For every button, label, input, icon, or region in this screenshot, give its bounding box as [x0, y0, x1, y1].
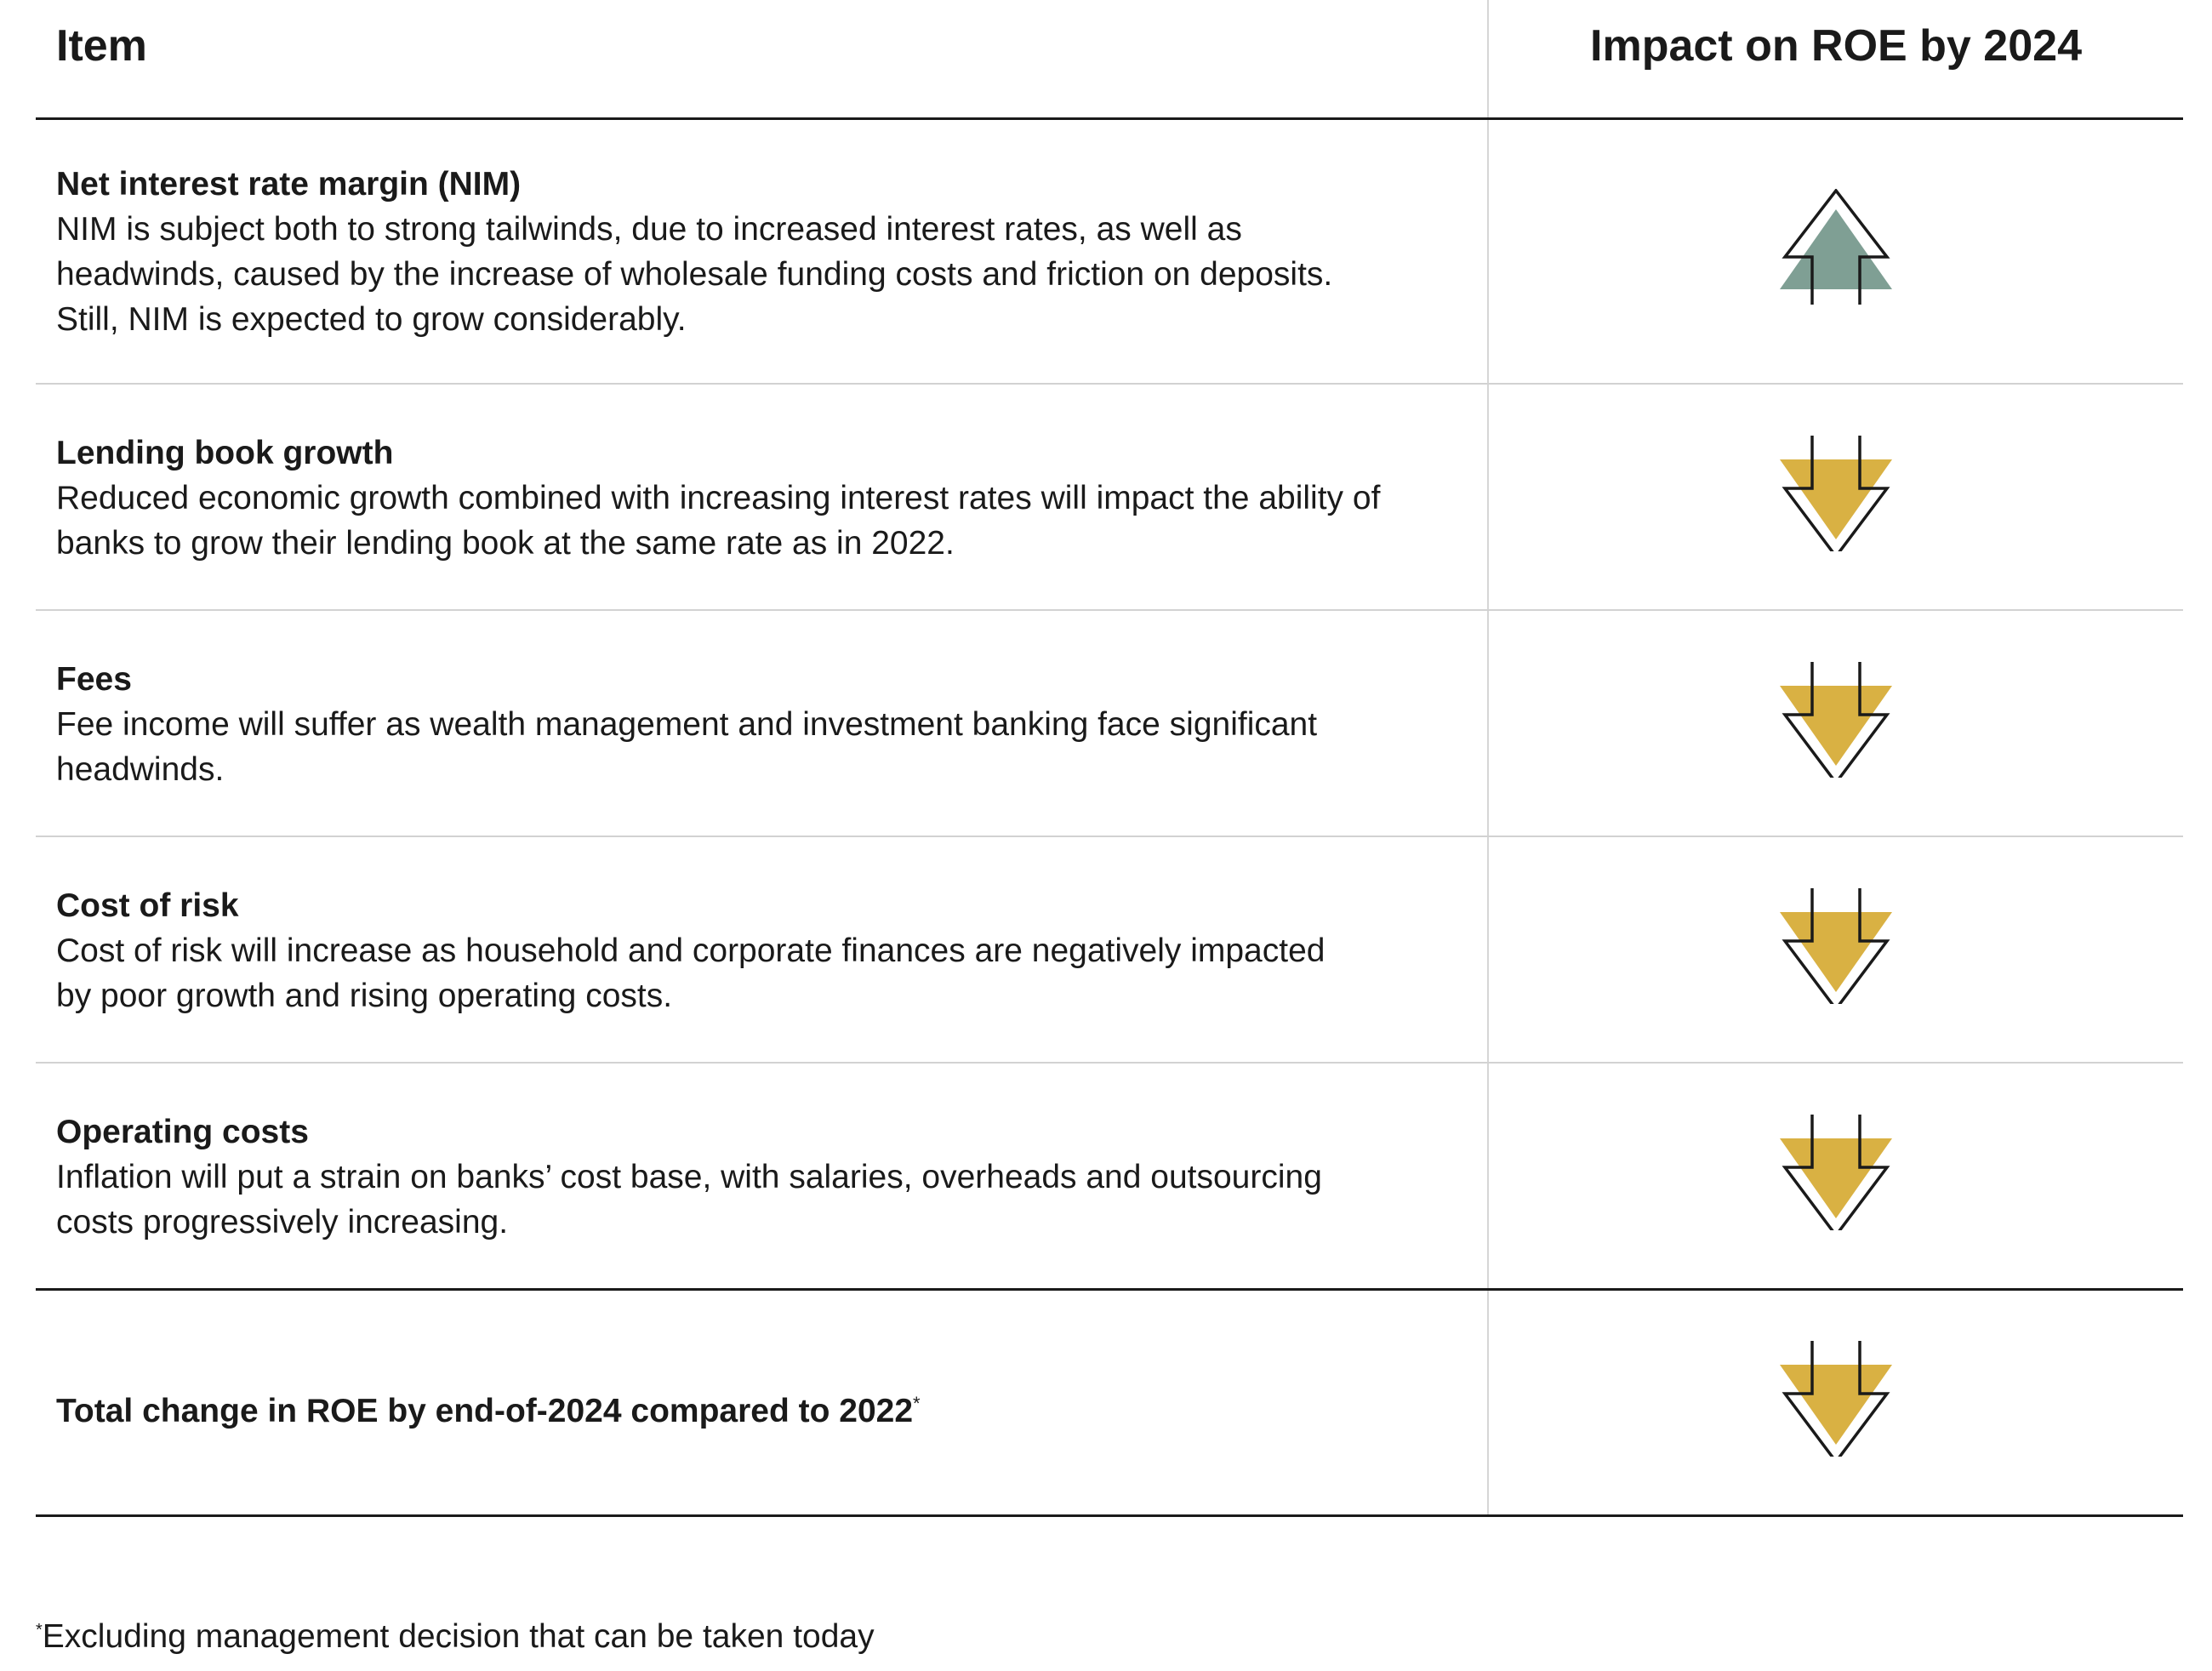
table-row-fees: Fees Fee income will suffer as wealth ma…: [56, 657, 1417, 792]
row-divider: [36, 383, 2183, 385]
total-title-text: Total change in ROE by end-of-2024 compa…: [56, 1393, 914, 1429]
up-arrow-icon: [1780, 189, 1892, 305]
total-footnote-marker: *: [913, 1393, 921, 1414]
row-description: NIM is subject both to strong tailwinds,…: [56, 211, 1333, 338]
arrow-outline: [1782, 888, 1890, 1004]
row-divider: [36, 836, 2183, 837]
row-description: Cost of risk will increase as household …: [56, 932, 1325, 1014]
arrow-fill: [1780, 1365, 1892, 1445]
bottom-rule: [36, 1514, 2183, 1517]
column-divider: [1487, 0, 1489, 1516]
arrow-outline: [1782, 189, 1890, 305]
row-title: Operating costs: [56, 1114, 309, 1150]
table-row-nim: Net interest rate margin (NIM) NIM is su…: [56, 162, 1417, 342]
row-description: Fee income will suffer as wealth managem…: [56, 706, 1318, 788]
arrow-outline: [1782, 1341, 1890, 1457]
down-arrow-icon: [1780, 888, 1892, 1004]
table-row-lending-book-growth: Lending book growth Reduced economic gro…: [56, 431, 1417, 566]
row-title: Fees: [56, 661, 132, 698]
arrow-fill: [1780, 459, 1892, 539]
down-arrow-icon: [1780, 436, 1892, 551]
down-arrow-icon: [1780, 1341, 1892, 1457]
header-item: Item: [56, 21, 147, 71]
total-title: Total change in ROE by end-of-2024 compa…: [56, 1381, 1417, 1434]
row-title: Lending book growth: [56, 435, 394, 471]
total-rule: [36, 1288, 2183, 1291]
row-description: Inflation will put a strain on banks’ co…: [56, 1159, 1322, 1240]
arrow-fill: [1780, 209, 1892, 289]
row-divider: [36, 609, 2183, 611]
row-description: Reduced economic growth combined with in…: [56, 480, 1381, 562]
down-arrow-icon: [1780, 1115, 1892, 1230]
footnote: *Excluding management decision that can …: [36, 1606, 875, 1661]
header-impact: Impact on ROE by 2024: [1590, 21, 2082, 71]
footnote-text: Excluding management decision that can b…: [42, 1618, 875, 1655]
arrow-fill: [1780, 1138, 1892, 1218]
row-title: Cost of risk: [56, 887, 239, 924]
arrow-outline: [1782, 1115, 1890, 1230]
table-row-total: Total change in ROE by end-of-2024 compa…: [56, 1381, 1417, 1434]
arrow-outline: [1782, 436, 1890, 551]
table-row-operating-costs: Operating costs Inflation will put a str…: [56, 1109, 1417, 1245]
row-divider: [36, 1062, 2183, 1064]
table-row-cost-of-risk: Cost of risk Cost of risk will increase …: [56, 883, 1417, 1018]
footnote-marker: *: [36, 1621, 43, 1640]
header-rule: [36, 117, 2183, 120]
arrow-outline: [1782, 662, 1890, 778]
row-title: Net interest rate margin (NIM): [56, 166, 522, 202]
down-arrow-icon: [1780, 662, 1892, 778]
arrow-fill: [1780, 686, 1892, 766]
arrow-fill: [1780, 912, 1892, 992]
